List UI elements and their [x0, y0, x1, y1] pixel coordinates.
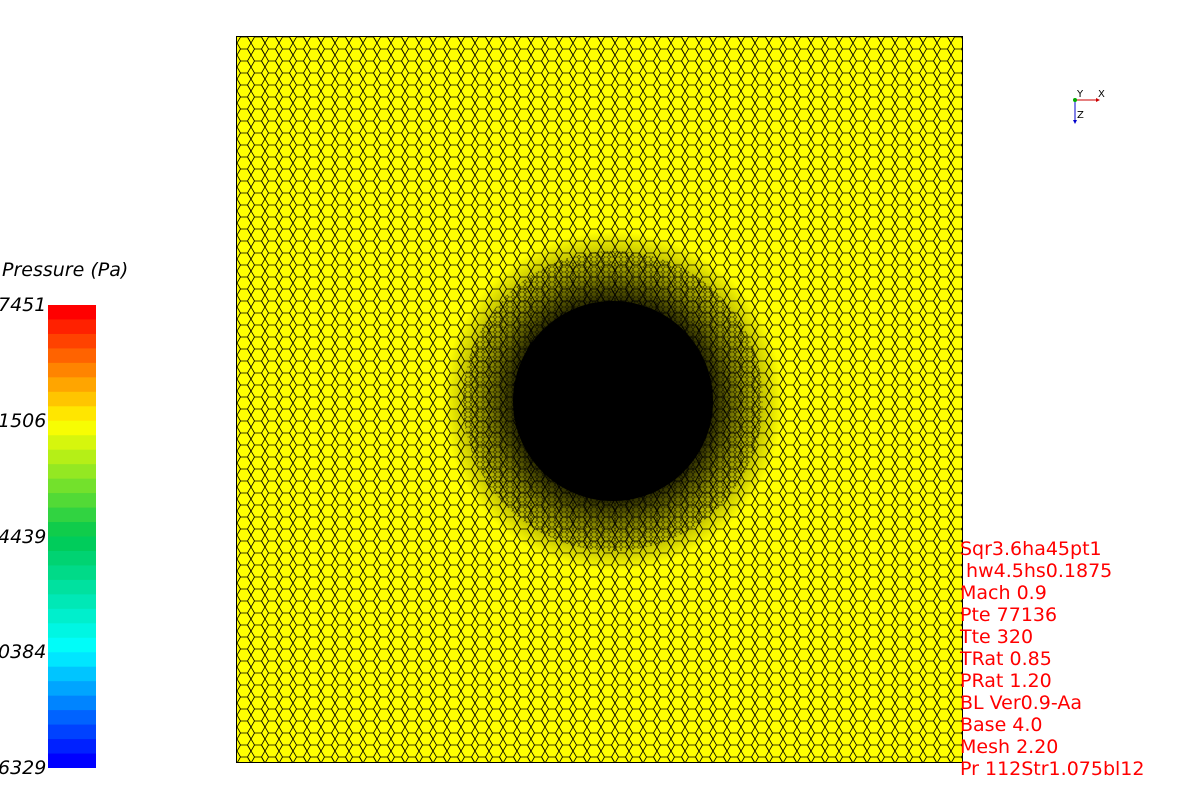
- legend-title: Pressure (Pa): [2, 259, 129, 281]
- param-line: Sqr3.6ha45pt1: [960, 538, 1102, 560]
- legend-band: [48, 623, 96, 639]
- mesh-viewport[interactable]: [236, 36, 963, 763]
- param-line: Pr 112Str1.075bl12: [960, 758, 1145, 780]
- legend-band: [48, 666, 96, 682]
- param-line: Tte 320: [960, 626, 1034, 648]
- legend-band: [48, 362, 96, 378]
- legend-band: [48, 507, 96, 523]
- legend-band: [48, 391, 96, 407]
- legend-band: [48, 536, 96, 552]
- legend-band: [48, 333, 96, 349]
- mesh-plot: [237, 37, 962, 762]
- axis-y-label: Y: [1076, 89, 1084, 100]
- legend-band: [48, 464, 96, 480]
- axis-z-label: Z: [1077, 110, 1084, 121]
- axes-triad-icon: Y X Z: [1073, 89, 1105, 124]
- legend-band: [48, 319, 96, 335]
- param-line: Pte 77136: [960, 604, 1058, 626]
- legend-band: [48, 724, 96, 740]
- legend-band: [48, 594, 96, 610]
- param-line: Base 4.0: [960, 714, 1043, 736]
- param-line: BL Ver0.9-Aa: [960, 692, 1082, 714]
- legend-tick-label: 7451: [0, 294, 47, 316]
- legend-band: [48, 420, 96, 436]
- circular-body: [513, 301, 713, 501]
- legend-band: [48, 377, 96, 393]
- legend-band: [48, 739, 96, 755]
- param-line: PRat 1.20: [960, 670, 1052, 692]
- param-line: Mach 0.9: [960, 582, 1047, 604]
- legend-band: [48, 753, 96, 768]
- simulation-parameters: Sqr3.6ha45pt1 hw4.5hs0.1875 Mach 0.9 Pte…: [960, 538, 1195, 780]
- param-line: Mesh 2.20: [960, 736, 1059, 758]
- legend-band: [48, 681, 96, 697]
- legend-band: [48, 435, 96, 451]
- legend-band: [48, 710, 96, 726]
- legend-band: [48, 493, 96, 509]
- legend-band: [48, 449, 96, 465]
- legend-band: [48, 579, 96, 595]
- legend-band: [48, 348, 96, 364]
- legend-band: [48, 608, 96, 624]
- axis-x-label: X: [1098, 89, 1105, 100]
- legend-band: [48, 695, 96, 711]
- param-line: hw4.5hs0.1875: [960, 560, 1113, 582]
- legend-tick-label: 0384: [0, 641, 47, 664]
- legend-band: [48, 522, 96, 537]
- legend-band: [48, 406, 96, 422]
- legend-band: [48, 652, 96, 668]
- legend-band: [48, 478, 96, 494]
- legend-band: [48, 550, 96, 566]
- legend-band: [48, 565, 96, 581]
- legend-tick-label: 1506: [0, 409, 47, 432]
- param-line: TRat 0.85: [960, 648, 1052, 670]
- legend-tick-label: 4439: [0, 525, 47, 548]
- color-legend-bar: [48, 305, 96, 768]
- legend-tick-label: 6329: [0, 757, 47, 779]
- legend-band: [48, 637, 96, 653]
- legend-band: [48, 305, 96, 320]
